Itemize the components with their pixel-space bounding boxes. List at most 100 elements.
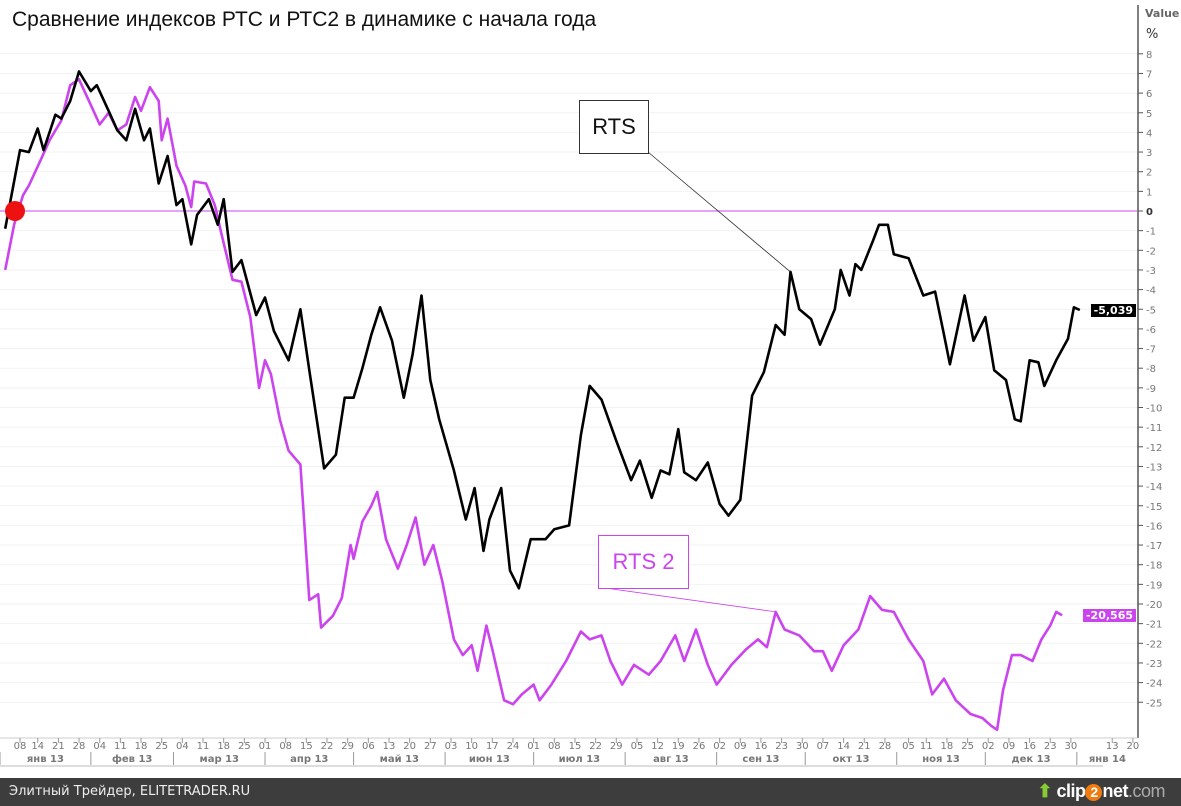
y-tick-label: -20: [1146, 600, 1162, 611]
x-tick-label: 28: [73, 741, 86, 752]
month-label: июл 13: [559, 754, 600, 765]
y-axis-unit: %: [1146, 27, 1158, 42]
y-tick-label: -12: [1146, 443, 1162, 454]
start-marker: [5, 201, 25, 221]
y-tick-label: -4: [1146, 286, 1156, 297]
y-tick-label: -10: [1146, 404, 1162, 415]
x-tick-label: 04: [176, 741, 189, 752]
y-tick-label: -11: [1146, 423, 1162, 434]
x-tick-label: 28: [879, 741, 892, 752]
y-tick-label: -19: [1146, 580, 1162, 591]
annotation-rts: RTS: [579, 100, 649, 154]
x-tick-label: 29: [341, 741, 354, 752]
y-tick-label: -16: [1146, 521, 1162, 532]
x-tick-label: 23: [1044, 741, 1057, 752]
x-tick-label: 11: [114, 741, 127, 752]
y-tick-label: 3: [1146, 148, 1152, 159]
series-line-rts2: [3, 78, 1063, 732]
x-tick-label: 01: [527, 741, 540, 752]
x-tick-label: 15: [569, 741, 582, 752]
y-tick-label: 2: [1146, 168, 1152, 179]
x-tick-label: 20: [1127, 741, 1140, 752]
x-tick-label: 02: [713, 741, 726, 752]
x-tick-label: 07: [817, 741, 830, 752]
month-label: дек 13: [1012, 754, 1051, 765]
x-tick-label: 25: [238, 741, 251, 752]
x-tick-label: 11: [197, 741, 210, 752]
x-tick-label: 13: [383, 741, 396, 752]
x-tick-label: 15: [300, 741, 313, 752]
y-tick-label: 4: [1146, 128, 1152, 139]
y-tick-label: -17: [1146, 541, 1162, 552]
y-tick-label: -9: [1146, 384, 1156, 395]
y-tick-label: -13: [1146, 462, 1162, 473]
y-tick-label: -2: [1146, 246, 1156, 257]
x-tick-label: 23: [775, 741, 788, 752]
annotation-rts2: RTS 2: [598, 535, 689, 589]
upload-arrow-icon: ⬆: [1037, 781, 1052, 801]
chart-svg: Value%876543210-1-2-3-4-5-6-7-8-9-10-11-…: [0, 5, 1179, 767]
x-tick-label: 08: [548, 741, 561, 752]
x-tick-label: 27: [424, 741, 437, 752]
month-label: апр 13: [290, 754, 328, 765]
y-tick-label: -24: [1146, 679, 1162, 690]
annotation-connector-rts2: [597, 586, 776, 613]
y-tick-label: -7: [1146, 345, 1156, 356]
annotation-connector-rts: [647, 151, 791, 273]
x-tick-label: 30: [796, 741, 809, 752]
y-tick-label: -14: [1146, 482, 1162, 493]
x-tick-label: 18: [135, 741, 148, 752]
month-label: ноя 13: [922, 754, 960, 765]
x-tick-label: 22: [589, 741, 602, 752]
x-tick-label: 21: [858, 741, 871, 752]
y-tick-label: -6: [1146, 325, 1156, 336]
last-value-rts2: -20,565: [1082, 609, 1136, 623]
x-tick-label: 18: [217, 741, 230, 752]
series-line-rts: [3, 70, 1081, 590]
logo-com: .com: [1127, 781, 1166, 801]
x-tick-label: 01: [259, 741, 272, 752]
logo-net: net: [1102, 781, 1128, 801]
y-tick-label: -15: [1146, 502, 1162, 513]
x-tick-label: 14: [837, 741, 850, 752]
y-axis-label: Value: [1145, 7, 1179, 20]
y-tick-label: 1: [1146, 187, 1152, 198]
month-label: янв 13: [27, 754, 64, 765]
y-tick-label: -25: [1146, 698, 1162, 709]
footer-bar: Элитный Трейдер, ELITETRADER.RU ⬆ clip 2 n…: [0, 778, 1181, 806]
y-tick-label: 6: [1146, 89, 1152, 100]
y-tick-label: -1: [1146, 227, 1156, 238]
x-tick-label: 17: [486, 741, 499, 752]
x-tick-label: 22: [321, 741, 334, 752]
y-tick-label: -22: [1146, 639, 1162, 650]
y-tick-label: -5: [1146, 305, 1156, 316]
y-tick-label: -21: [1146, 620, 1162, 631]
x-tick-label: 12: [651, 741, 664, 752]
y-tick-label: 5: [1146, 109, 1152, 120]
last-value-rts: -5,039: [1090, 304, 1136, 318]
x-tick-label: 05: [902, 741, 915, 752]
y-tick-label: 8: [1146, 50, 1152, 61]
month-label: окт 13: [833, 754, 870, 765]
x-tick-label: 05: [631, 741, 644, 752]
x-tick-label: 30: [1065, 741, 1078, 752]
x-tick-label: 16: [755, 741, 768, 752]
month-label: авг 13: [653, 754, 689, 765]
x-tick-label: 09: [1003, 741, 1016, 752]
clip2net-logo[interactable]: ⬆ clip 2 net.com: [1037, 781, 1166, 802]
chart-title: Сравнение индексов РТС и РТС2 в динамике…: [12, 8, 597, 31]
x-tick-label: 03: [445, 741, 458, 752]
x-tick-label: 09: [734, 741, 747, 752]
y-tick-label: 7: [1146, 69, 1152, 80]
x-tick-label: 08: [279, 741, 292, 752]
month-label: июн 13: [469, 754, 510, 765]
month-label: мар 13: [200, 754, 240, 765]
x-tick-label: 29: [610, 741, 623, 752]
x-tick-label: 16: [1023, 741, 1036, 752]
source-credit: Элитный Трейдер, ELITETRADER.RU: [9, 784, 251, 799]
x-tick-label: 19: [672, 741, 685, 752]
x-tick-label: 06: [362, 741, 375, 752]
x-tick-label: 08: [14, 741, 27, 752]
y-tick-label: -3: [1146, 266, 1156, 277]
x-tick-label: 13: [1106, 741, 1119, 752]
